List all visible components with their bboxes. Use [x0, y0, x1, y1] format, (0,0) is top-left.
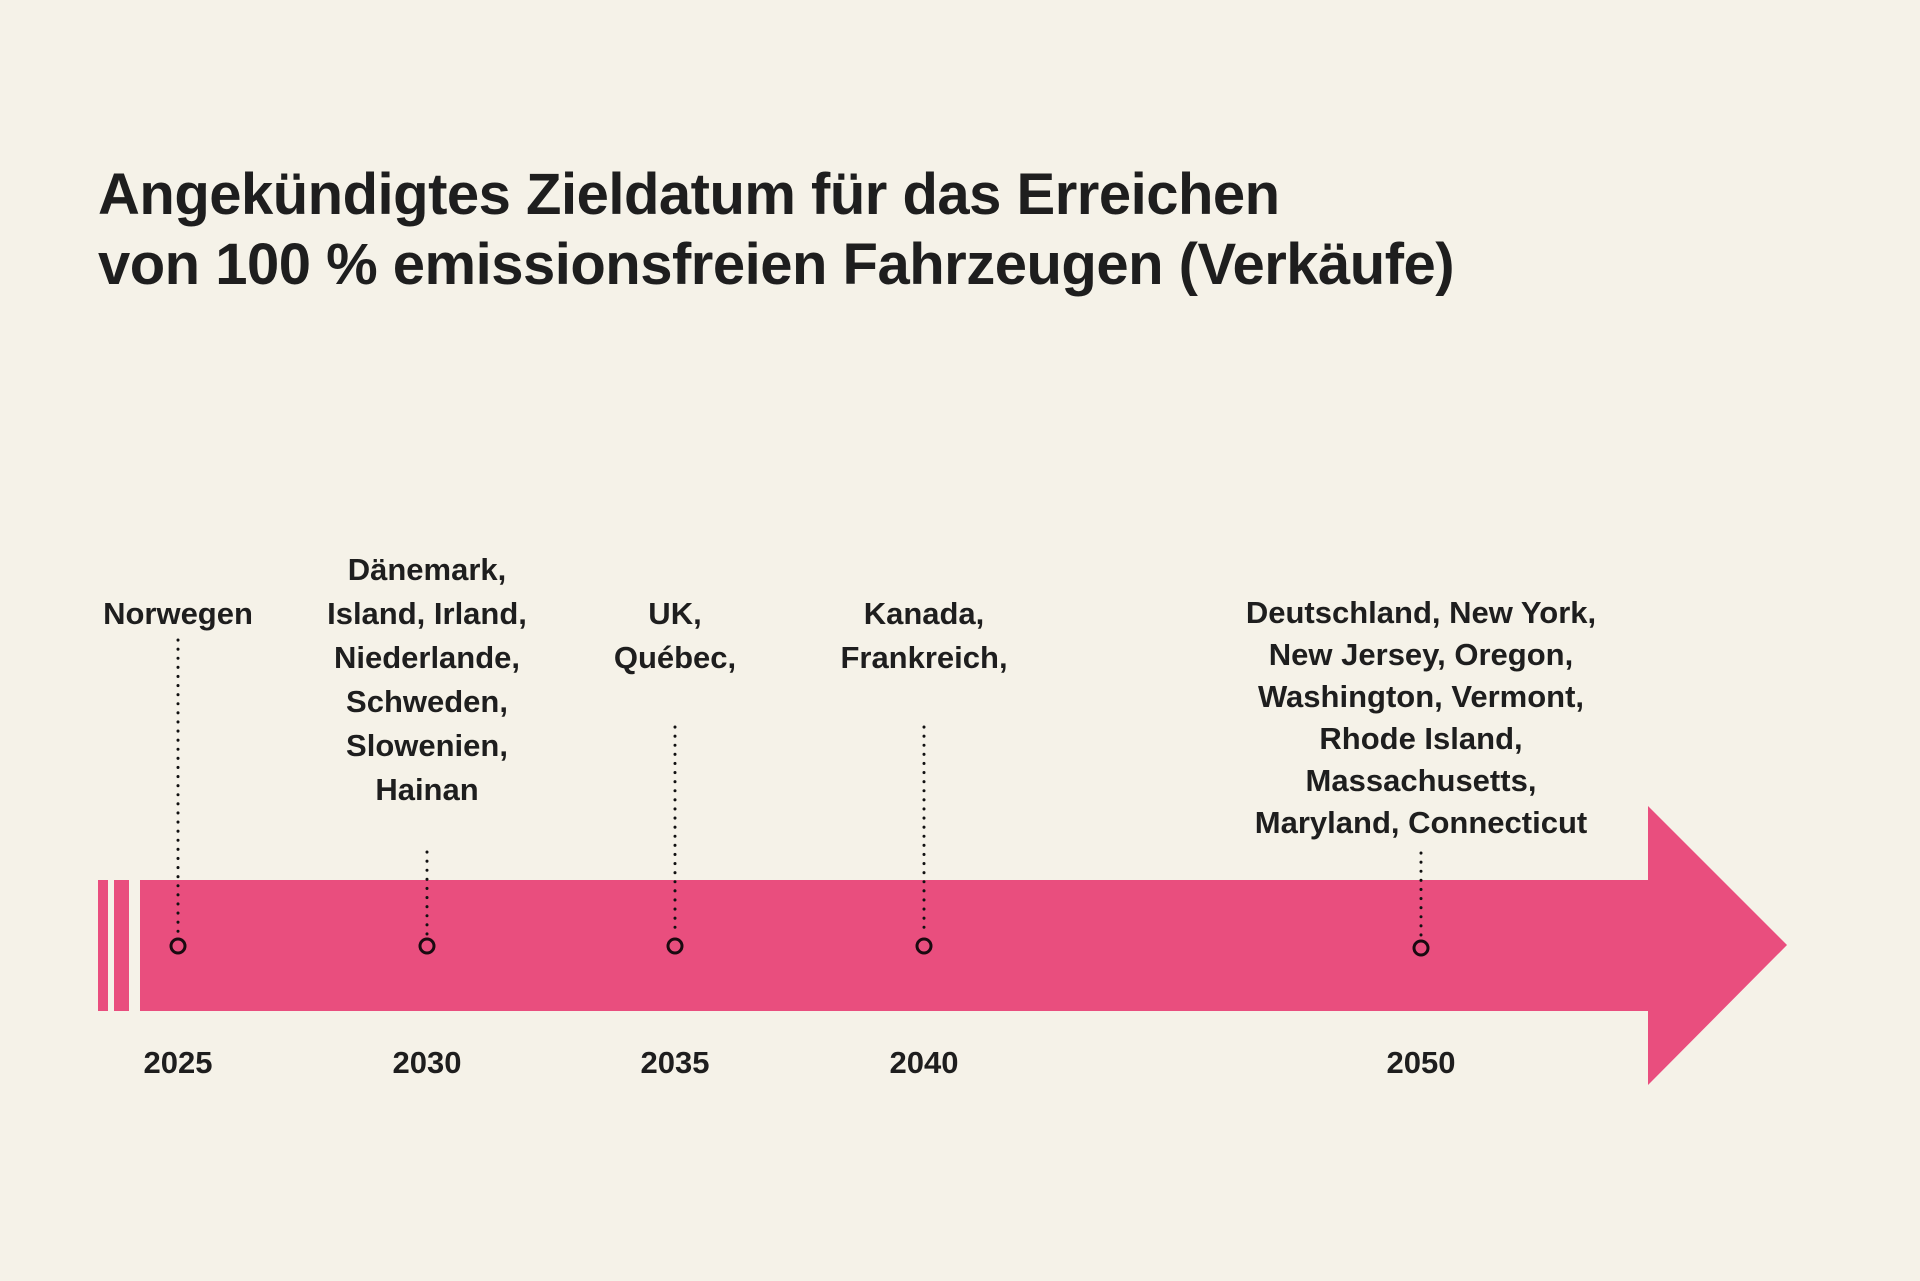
region-label: Hainan: [375, 772, 479, 807]
region-label: Frankreich,: [840, 640, 1008, 675]
region-label: Rhode Island,: [1319, 721, 1523, 756]
region-label: UK,: [648, 596, 702, 631]
arrow-stripe-2: [114, 880, 129, 1011]
regions-2050: Deutschland, New York, New Jersey, Orego…: [1246, 592, 1596, 844]
regions-2040: Kanada, Frankreich,: [840, 592, 1007, 680]
timeline-arrow: [140, 806, 1787, 1085]
region-label: Norwegen: [103, 596, 253, 631]
year-label-2035: 2035: [640, 1045, 710, 1080]
year-label-2040: 2040: [889, 1045, 959, 1080]
region-label: Island, Irland,: [327, 596, 527, 631]
region-label: Niederlande,: [333, 640, 521, 675]
region-label: Schweden,: [346, 684, 508, 719]
region-label: Maryland, Connecticut: [1254, 805, 1588, 840]
region-label: Dänemark,: [347, 552, 507, 587]
milestone-marker-2035: [666, 937, 684, 955]
regions-2025: Norwegen: [103, 592, 253, 636]
region-label: Québec,: [613, 640, 737, 675]
milestone-marker-2025: [169, 937, 187, 955]
region-label: Kanada,: [863, 596, 985, 631]
chart-title: Angekündigtes Zieldatum für das Erreiche…: [98, 160, 1455, 300]
region-label: Washington, Vermont,: [1257, 679, 1585, 714]
region-label: New Jersey, Oregon,: [1268, 637, 1574, 672]
arrow-stripe-1: [98, 880, 108, 1011]
milestone-marker-2050: [1412, 939, 1430, 957]
year-label-2030: 2030: [392, 1045, 462, 1080]
chart-title-line-2: von 100 % emissionsfreien Fahrzeugen (Ve…: [98, 232, 1455, 297]
milestone-marker-2030: [418, 937, 436, 955]
region-label: Deutschland, New York,: [1245, 595, 1597, 630]
regions-2035: UK, Québec,: [614, 592, 736, 680]
chart-title-line-1: Angekündigtes Zieldatum für das Erreiche…: [98, 162, 1280, 227]
region-label: Slowenien,: [346, 728, 508, 763]
region-label: Massachusetts,: [1305, 763, 1537, 798]
year-label-2025: 2025: [143, 1045, 213, 1080]
regions-2030: Dänemark, Island, Irland, Niederlande, S…: [327, 548, 527, 812]
milestone-marker-2040: [915, 937, 933, 955]
year-label-2050: 2050: [1386, 1045, 1456, 1080]
